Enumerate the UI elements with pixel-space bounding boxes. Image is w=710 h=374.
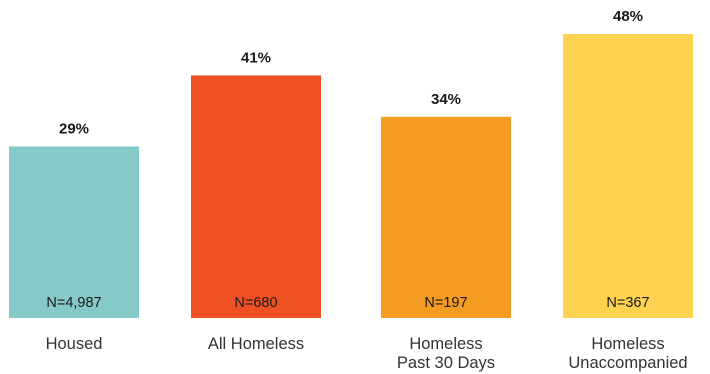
value-label-1: 29%	[59, 120, 89, 137]
bar-2	[191, 75, 321, 319]
category-label-2-line-1: All Homeless	[208, 335, 304, 353]
n-label-4: N=367	[606, 295, 649, 311]
category-label-4-line-2: Unaccompanied	[568, 354, 687, 372]
category-label-3-line-1: Homeless	[409, 335, 482, 353]
category-label-1-line-1: Housed	[46, 335, 103, 353]
category-label-3-line-2: Past 30 Days	[397, 354, 495, 372]
n-label-1: N=4,987	[46, 295, 101, 311]
n-label-2: N=680	[234, 295, 277, 311]
category-label-4: Homeless Unaccompanied	[568, 335, 687, 372]
category-label-3: Homeless Past 30 Days	[397, 335, 495, 372]
bar-4	[563, 34, 693, 318]
bar-3	[381, 116, 511, 318]
value-label-4: 48%	[613, 8, 643, 25]
value-label-2: 41%	[241, 49, 271, 66]
category-label-1: Housed	[46, 335, 103, 353]
bar-1	[9, 146, 139, 318]
category-label-2: All Homeless	[208, 335, 304, 353]
category-label-4-line-1: Homeless	[591, 335, 664, 353]
value-label-3: 34%	[431, 91, 461, 108]
n-label-3: N=197	[424, 295, 467, 311]
